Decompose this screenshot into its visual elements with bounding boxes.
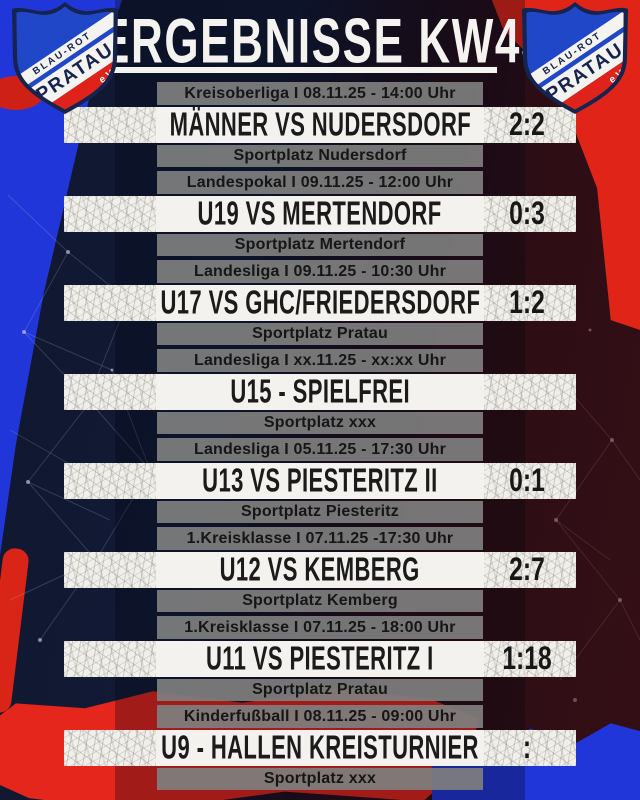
match-block: 1.Kreisklasse I 07.11.25 -17:30 Uhr U12 … [0,527,640,616]
venue-bar: Sportplatz xxx [157,768,483,790]
match-score [490,372,563,412]
crackle-texture-left [64,730,156,766]
league-date-text: Landesliga I 05.11.25 - 17:30 Uhr [193,440,447,458]
venue-bar: Sportplatz Kemberg [157,590,483,612]
crackle-texture-left [64,641,156,677]
match-title: U15 - SPIELFREI [230,372,410,410]
badge-ev-label: e.V. [96,66,114,86]
venue-text: Sportplatz Kemberg [242,592,398,609]
match-score: 2:7 [509,551,545,588]
match-block: Kinderfußball I 08.11.25 - 09:00 Uhr U9 … [0,705,640,794]
badge-ev-label: e.V. [606,66,624,86]
match-block: Landesliga I 09.11.25 - 10:30 Uhr U17 VS… [0,260,640,349]
match-title: U13 VS PIESTERITZ II [202,461,438,499]
venue-bar: Sportplatz Nudersdorf [157,145,483,167]
crackle-texture-right [484,196,576,232]
league-date-text: Landespokal I 09.11.25 - 12:00 Uhr [186,173,454,191]
crackle-texture-right [484,552,576,588]
match-score: 0:1 [509,462,545,499]
match-bar: MÄNNER VS NUDERSDORF 2:2 [64,105,576,143]
crackle-texture-right [484,374,576,410]
shield-icon: BLAU-ROT PRATAU e.V. [522,2,628,114]
league-date-text: Landesliga I xx.11.25 - xx:xx Uhr [193,351,447,369]
venue-text: Sportplatz Pratau [252,325,388,342]
league-date-text: Landesliga I 09.11.25 - 10:30 Uhr [193,262,447,280]
league-date-bar: Kreisoberliga I 08.11.25 - 14:00 Uhr [157,82,483,105]
league-date-text: 1.Kreisklasse I 07.11.25 - 18:00 Uhr [184,618,456,636]
page-title: ERGEBNISSE KW45 [100,5,547,77]
club-badge-right: BLAU-ROT PRATAU e.V. [522,2,628,114]
shield-face: BLAU-ROT PRATAU e.V. [16,6,114,109]
venue-bar: Sportplatz xxx [157,412,483,434]
shield-icon: BLAU-ROT PRATAU e.V. [12,2,118,114]
venue-text: Sportplatz xxx [263,770,377,787]
crackle-texture-right [484,463,576,499]
crackle-texture-left [64,463,156,499]
crackle-texture-left [64,196,156,232]
match-title: U12 VS KEMBERG [219,550,421,588]
league-date-bar: Landesliga I 05.11.25 - 17:30 Uhr [157,438,483,461]
venue-bar: Sportplatz Mertendorf [157,234,483,256]
league-date-bar: 1.Kreisklasse I 07.11.25 - 18:00 Uhr [157,616,483,639]
venue-text: Sportplatz Mertendorf [234,236,406,253]
results-list: Kreisoberliga I 08.11.25 - 14:00 Uhr MÄN… [0,82,640,794]
crackle-texture-right [484,107,576,143]
crackle-texture-left [64,107,156,143]
league-date-text: Kinderfußball I 08.11.25 - 09:00 Uhr [183,707,457,725]
league-date-bar: Landesliga I 09.11.25 - 10:30 Uhr [157,260,483,283]
league-date-bar: Kinderfußball I 08.11.25 - 09:00 Uhr [157,705,483,728]
match-score: : [522,729,532,766]
match-score: 0:3 [509,195,545,232]
venue-bar: Sportplatz Pratau [157,323,483,345]
crackle-texture-right [484,730,576,766]
match-score: 1:2 [509,284,545,321]
match-block: Landesliga I 05.11.25 - 17:30 Uhr U13 VS… [0,438,640,527]
crackle-texture-left [64,285,156,321]
league-date-bar: 1.Kreisklasse I 07.11.25 -17:30 Uhr [157,527,483,550]
badge-stripes: BLAU-ROT PRATAU e.V. [16,6,114,109]
match-bar: U13 VS PIESTERITZ II 0:1 [64,461,576,499]
match-score: 2:2 [509,106,545,143]
venue-text: Sportplatz Piesteritz [240,503,399,520]
crackle-texture-left [64,374,156,410]
match-block: 1.Kreisklasse I 07.11.25 - 18:00 Uhr U11… [0,616,640,705]
venue-bar: Sportplatz Pratau [157,679,483,701]
match-title: U9 - HALLEN KREISTURNIER [161,728,479,766]
crackle-texture-right [484,641,576,677]
league-date-text: Kreisoberliga I 08.11.25 - 14:00 Uhr [184,84,456,102]
club-badge-left: BLAU-ROT PRATAU e.V. [12,2,118,114]
match-block: Landespokal I 09.11.25 - 12:00 Uhr U19 V… [0,171,640,260]
shield-face: BLAU-ROT PRATAU e.V. [526,6,624,109]
match-bar: U11 VS PIESTERITZ I 1:18 [64,639,576,677]
match-bar: U17 VS GHC/FRIEDERSDORF 1:2 [64,283,576,321]
league-date-text: 1.Kreisklasse I 07.11.25 -17:30 Uhr [186,529,454,547]
match-title: U19 VS MERTENDORF [197,194,443,232]
match-title: U17 VS GHC/FRIEDERSDORF [160,283,480,321]
league-date-bar: Landespokal I 09.11.25 - 12:00 Uhr [157,171,483,194]
venue-bar: Sportplatz Piesteritz [157,501,483,523]
match-bar: U9 - HALLEN KREISTURNIER : [64,728,576,766]
match-bar: U19 VS MERTENDORF 0:3 [64,194,576,232]
crackle-texture-left [64,552,156,588]
crackle-texture-right [484,285,576,321]
venue-text: Sportplatz Nudersdorf [233,147,407,164]
league-date-bar: Landesliga I xx.11.25 - xx:xx Uhr [157,349,483,372]
match-block: Landesliga I xx.11.25 - xx:xx Uhr U15 - … [0,349,640,438]
match-title: U11 VS PIESTERITZ I [206,639,434,677]
match-score: 1:18 [502,640,552,677]
venue-text: Sportplatz xxx [263,414,377,431]
badge-stripes: BLAU-ROT PRATAU e.V. [526,6,624,109]
match-block: Kreisoberliga I 08.11.25 - 14:00 Uhr MÄN… [0,82,640,171]
match-bar: U15 - SPIELFREI [64,372,576,412]
match-bar: U12 VS KEMBERG 2:7 [64,550,576,588]
title-underline [110,67,497,73]
venue-text: Sportplatz Pratau [252,681,388,698]
match-title: MÄNNER VS NUDERSDORF [169,105,471,143]
